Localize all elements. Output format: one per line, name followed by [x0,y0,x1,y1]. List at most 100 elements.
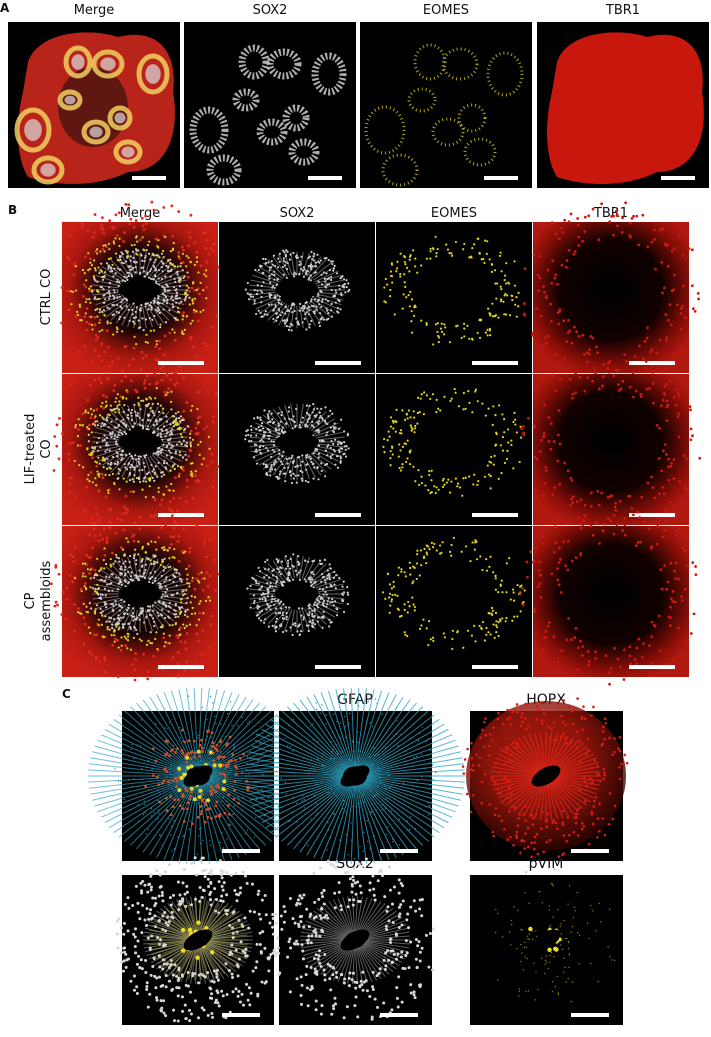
texture-dot [200,577,204,580]
texture-dot [93,610,96,613]
rosette [206,154,242,186]
texture-dot [86,447,89,450]
texture-dot [319,259,323,262]
texture-ray [92,284,121,289]
texture-dot [233,805,235,807]
texture-dot [124,560,127,563]
texture-ray [366,778,459,807]
texture-ray [299,251,304,275]
texture-dot [233,745,235,747]
texture-dot [397,455,400,458]
texture-dot [136,253,139,256]
texture-dot [335,272,339,275]
texture-dot [149,301,152,304]
texture-dot [389,604,392,607]
texture-ray [310,262,332,280]
texture-dot [134,652,138,655]
texture-dot [264,598,267,601]
texture-dot [621,379,625,383]
texture-dot [172,526,176,530]
texture-dot [203,577,206,580]
texture-dot [129,648,132,651]
texture-dot [160,781,164,785]
texture-dot [205,555,209,559]
texture-dot [106,306,109,309]
texture-ray [101,570,125,585]
texture-dot [308,455,311,459]
texture-dot [214,589,218,592]
texture-dot [389,464,392,467]
texture-dot [684,457,688,461]
texture-dot [98,462,101,465]
texture-dot [202,309,205,312]
texture-dot [285,249,288,252]
texture-dot [187,564,191,568]
texture-dot [439,409,442,412]
texture-ray [98,449,123,462]
texture-ray [315,447,342,458]
texture-dot [321,416,324,420]
texture-ray [90,777,187,795]
texture-ray [151,454,170,473]
texture-dot [505,282,508,285]
texture-dot [282,319,285,322]
texture-dot [299,426,302,429]
texture-dot [193,241,197,245]
texture-dot [175,291,179,294]
texture-dot [146,341,149,344]
texture-dot [193,263,196,266]
texture-dot [615,523,619,527]
texture-dot [677,626,680,630]
texture-dot [195,256,198,259]
texture-dot [667,465,670,469]
texture-dot [402,782,405,784]
texture-dot [162,256,165,259]
texture-dot [285,457,288,461]
texture-dot [512,467,515,470]
texture-dot [111,643,114,647]
texture-dot [666,243,670,247]
texture-dot [132,490,135,493]
texture-dot [216,792,218,795]
texture-dot [99,446,102,449]
texture-dot [305,311,308,314]
texture-dot [188,794,192,798]
texture-dot [292,553,295,556]
texture-dot [329,567,332,570]
texture-dot [519,436,523,439]
texture-dot [190,470,193,473]
texture-ray [316,436,345,441]
texture-dot [210,779,213,781]
texture-dot [623,648,626,652]
texture-dot [339,277,342,280]
texture-dot [547,334,550,338]
texture-dot [286,462,289,465]
texture-dot [110,581,113,585]
texture-dot [469,559,472,563]
texture-ray [314,297,339,310]
texture-dot [413,431,416,434]
texture-ray [153,414,175,432]
texture-dot [74,426,77,429]
texture-dot [489,633,492,636]
texture-dot [659,568,663,572]
texture-dot [183,293,186,296]
texture-dot [189,445,193,448]
texture-dot [451,629,455,632]
texture-dot [178,472,182,476]
texture-dot [491,302,494,305]
texture-dot [113,295,116,299]
texture-dot [196,390,200,394]
texture-dot [103,438,106,442]
texture-dot [136,240,139,243]
texture-dot [662,391,666,395]
texture-dot [594,371,597,375]
texture-ray [147,406,159,428]
texture-dot [298,260,301,263]
texture-dot [178,612,182,615]
texture-dot [461,494,464,497]
texture-dot [227,751,229,754]
column-label: EOMES [423,3,469,18]
scale-bar [484,176,518,180]
texture-dot [560,649,564,653]
